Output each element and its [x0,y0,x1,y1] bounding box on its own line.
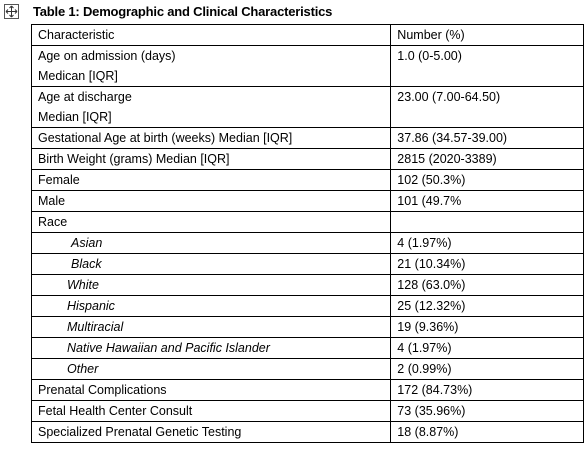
value-cell: 73 (35.96%) [390,400,584,422]
label-cell: Asian [30,232,392,254]
label-cell: White [30,274,392,296]
value-cell: 172 (84.73%) [390,379,584,401]
value-cell: 1.0 (0-5.00) [390,45,584,87]
value-cell: 102 (50.3%) [390,169,584,191]
label-cell: Male [30,190,392,212]
cell-text: Black [71,257,102,271]
cell-text: Age at discharge [38,90,132,104]
header-cell: Number (%) [390,24,584,46]
value-cell: 2815 (2020-3389) [390,148,584,170]
cell-text: Other [67,362,99,376]
table-row: Specialized Prenatal Genetic Testing 18 (… [30,421,584,443]
table-row: Gestational Age at birth (weeks) Median … [30,127,584,149]
label-cell: Gestational Age at birth (weeks) Median … [30,127,392,149]
table-row: Multiracial 19 (9.36%) [30,316,584,338]
value-cell: 25 (12.32%) [390,295,584,317]
value-cell: 2 (0.99%) [390,358,584,380]
value-cell: 128 (63.0%) [390,274,584,296]
table-title: Table 1: Demographic and Clinical Charac… [33,4,333,19]
value-cell: 4 (1.97%) [390,232,584,254]
value-cell: 21 (10.34%) [390,253,584,275]
table: Characteristic Number (%) Age on admission… [30,24,584,443]
table-row: Female 102 (50.3%) [30,169,584,191]
cell-text: Multiracial [67,320,124,334]
cell-text: Asian [71,236,103,250]
table-row: White 128 (63.0%) [30,274,584,296]
cell-text: Median [IQR] [38,110,112,124]
label-cell: Hispanic [30,295,392,317]
table-row: Male 101 (49.7% [30,190,584,212]
value-cell: 18 (8.87%) [390,421,584,443]
cell-text: Male [38,194,66,208]
header-cell: Characteristic [30,24,392,46]
cell-text: Medican [IQR] [38,69,118,83]
table-row: Age on admission (days) Medican [IQR] 1.0 … [30,45,584,87]
cell-text: Race [38,215,68,229]
cell-text: Age on admission (days) [38,49,176,63]
cell-text: Birth Weight (grams) Median [IQR] [38,152,230,166]
table-row: Prenatal Complications 172 (84.73%) [30,379,584,401]
cell-text: Native Hawaiian and Pacific Islander [67,341,270,355]
value-cell: 19 (9.36%) [390,316,584,338]
label-cell: Fetal Health Center Consult [30,400,392,422]
label-cell: Birth Weight (grams) Median [IQR] [30,148,392,170]
label-cell: Other [30,358,392,380]
table-row: Asian 4 (1.97%) [30,232,584,254]
label-cell: Native Hawaiian and Pacific Islander [30,337,392,359]
label-cell: Prenatal Complications [30,379,392,401]
label-cell: Age on admission (days) Medican [IQR] [30,45,392,87]
cell-text: White [67,278,99,292]
table-row: Native Hawaiian and Pacific Islander 4 (1… [30,337,584,359]
label-cell: Race [30,211,392,233]
cell-text: Hispanic [67,299,115,313]
label-cell: Multiracial [30,316,392,338]
label-cell: Black [30,253,392,275]
header-row: Characteristic Number (%) [30,24,584,46]
value-cell: 37.86 (34.57-39.00) [390,127,584,149]
label-cell: Specialized Prenatal Genetic Testing [30,421,392,443]
label-cell: Female [30,169,392,191]
value-cell: 23.00 (7.00-64.50) [390,86,584,128]
label-cell: Age at discharge Median [IQR] [30,86,392,128]
table-row: Race [30,211,584,233]
table-row: Birth Weight (grams) Median [IQR] 2815 (2… [30,148,584,170]
value-cell: 101 (49.7% [390,190,584,212]
table-row: Fetal Health Center Consult 73 (35.96%) [30,400,584,422]
cell-text: Fetal Health Center Consult [38,404,193,418]
cell-text: Female [38,173,80,187]
value-cell [390,211,584,233]
table-row: Other 2 (0.99%) [30,358,584,380]
cell-text: Prenatal Complications [38,383,167,397]
value-cell: 4 (1.97%) [390,337,584,359]
table-row: Black 21 (10.34%) [30,253,584,275]
table-move-handle[interactable] [4,4,19,19]
cell-text: Gestational Age at birth (weeks) Median … [38,131,293,145]
table-row: Hispanic 25 (12.32%) [30,295,584,317]
table-row: Age at discharge Median [IQR] 23.00 (7.00-… [30,86,584,128]
cell-text: Specialized Prenatal Genetic Testing [38,425,242,439]
